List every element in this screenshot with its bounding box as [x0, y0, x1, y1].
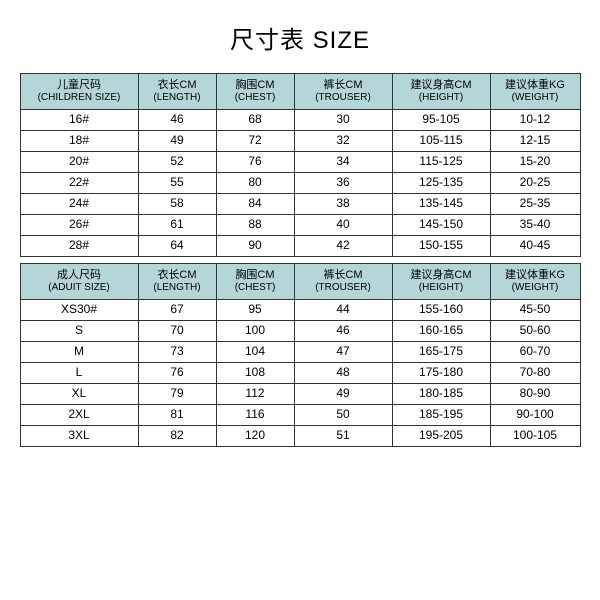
- table-row: M7310447165-17560-70: [20, 342, 580, 363]
- children-header-row: 儿童尺码(CHILDREN SIZE) 衣长CM(LENGTH) 胸围CM(CH…: [20, 74, 580, 110]
- col-length: 衣长CM(LENGTH): [138, 264, 216, 300]
- table-row: 16#46683095-10510-12: [20, 110, 580, 131]
- adult-header-row: 成人尺码(ADUIT SIZE) 衣长CM(LENGTH) 胸围CM(CHEST…: [20, 264, 580, 300]
- table-row: S7010046160-16550-60: [20, 321, 580, 342]
- table-row: 28#649042150-15540-45: [20, 236, 580, 257]
- chart-title: 尺寸表 SIZE: [0, 0, 600, 73]
- table-row: L7610848175-18070-80: [20, 363, 580, 384]
- col-chest: 胸围CM(CHEST): [216, 74, 294, 110]
- col-trouser: 裤长CM(TROUSER): [294, 264, 392, 300]
- col-chest: 胸围CM(CHEST): [216, 264, 294, 300]
- children-size-table: 儿童尺码(CHILDREN SIZE) 衣长CM(LENGTH) 胸围CM(CH…: [20, 73, 581, 257]
- adult-size-table: 成人尺码(ADUIT SIZE) 衣长CM(LENGTH) 胸围CM(CHEST…: [20, 263, 581, 447]
- col-height: 建议身高CM(HEIGHT): [392, 74, 490, 110]
- table-row: 22#558036125-13520-25: [20, 173, 580, 194]
- col-adult-size: 成人尺码(ADUIT SIZE): [20, 264, 138, 300]
- adult-body: XS30#679544155-16045-50 S7010046160-1655…: [20, 300, 580, 447]
- col-length: 衣长CM(LENGTH): [138, 74, 216, 110]
- col-height: 建议身高CM(HEIGHT): [392, 264, 490, 300]
- table-row: XS30#679544155-16045-50: [20, 300, 580, 321]
- table-row: 3XL8212051195-205100-105: [20, 426, 580, 447]
- table-row: 20#527634115-12515-20: [20, 152, 580, 173]
- table-row: 18#497232105-11512-15: [20, 131, 580, 152]
- col-children-size: 儿童尺码(CHILDREN SIZE): [20, 74, 138, 110]
- col-weight: 建议体重KG(WEIGHT): [490, 74, 580, 110]
- col-trouser: 裤长CM(TROUSER): [294, 74, 392, 110]
- col-weight: 建议体重KG(WEIGHT): [490, 264, 580, 300]
- table-row: XL7911249180-18580-90: [20, 384, 580, 405]
- table-row: 2XL8111650185-19590-100: [20, 405, 580, 426]
- size-chart-container: 尺寸表 SIZE 儿童尺码(CHILDREN SIZE) 衣长CM(LENGTH…: [0, 0, 600, 447]
- table-row: 24#588438135-14525-35: [20, 194, 580, 215]
- table-row: 26#618840145-15035-40: [20, 215, 580, 236]
- children-body: 16#46683095-10510-12 18#497232105-11512-…: [20, 110, 580, 257]
